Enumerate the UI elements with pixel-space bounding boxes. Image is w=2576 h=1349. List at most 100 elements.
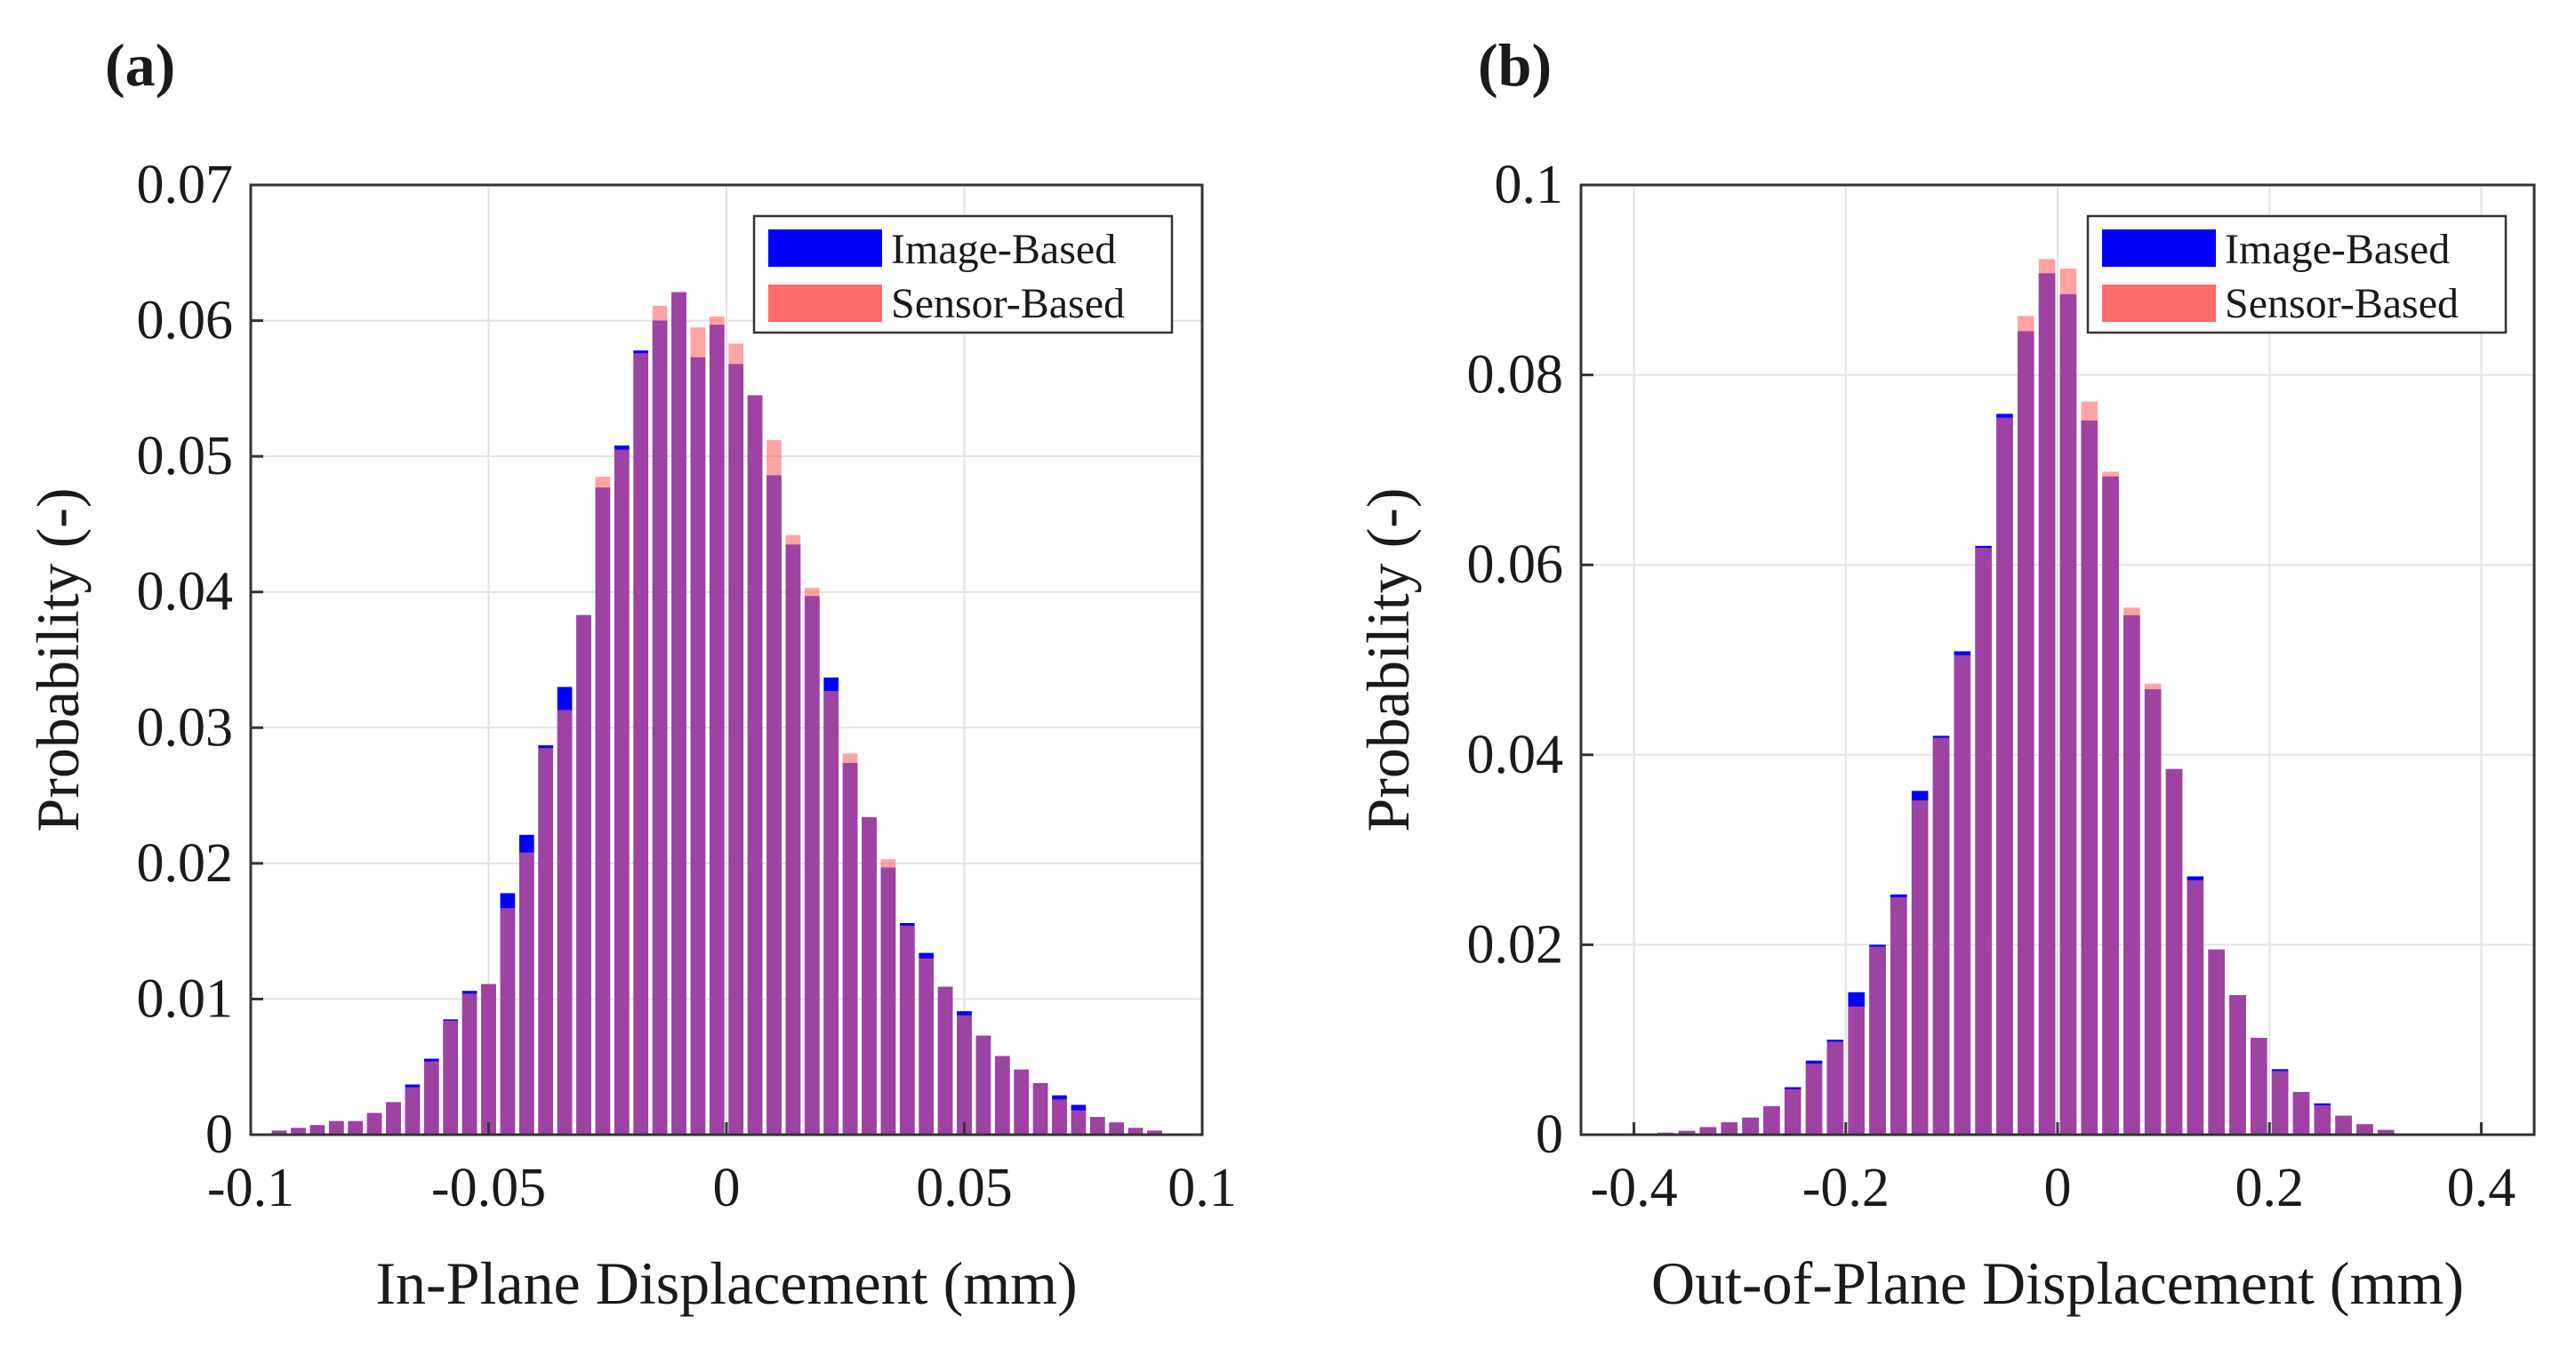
bar-sensor-based-b-34 [2356,1124,2373,1135]
legend-swatch-sensor-based-b [2102,285,2216,322]
x-tick-label-a-3: 0.05 [916,1158,1013,1218]
bar-sensor-based-a-0 [271,1130,287,1135]
bar-sensor-based-b-13 [1911,800,1929,1135]
bar-sensor-based-a-34 [919,958,935,1135]
bar-sensor-based-a-42 [1071,1110,1087,1135]
legend-a: Image-Based Sensor-Based [752,214,1174,334]
y-tick-label-b-4: 0.08 [1467,345,1564,406]
legend-label-image-based-b: Image-Based [2225,226,2450,273]
y-tick-label-a-7: 0.07 [137,155,234,215]
y-tick-label-b-1: 0.02 [1467,914,1564,975]
legend-swatch-image-based-b [2102,229,2216,267]
panel-b: (b) -0.4 -0.2 0 0.2 0.400.020.040.060.080.1 … [1354,31,2536,1317]
bar-sensor-based-a-11 [481,984,496,1135]
y-tick-label-a-4: 0.04 [137,562,234,622]
bar-sensor-based-b-18 [2017,316,2034,1135]
bar-sensor-based-a-37 [975,1035,991,1135]
bar-sensor-based-b-9 [1826,1041,1844,1135]
y-tick-label-a-5: 0.05 [137,426,234,486]
bar-sensor-based-b-35 [2377,1129,2395,1135]
bar-sensor-based-a-29 [823,691,839,1135]
panel-label-a: (a) [105,31,175,99]
bar-sensor-based-a-27 [785,534,801,1135]
x-tick-label-b-0: -0.4 [1590,1158,1677,1218]
bar-sensor-based-b-10 [1848,1006,1865,1135]
bar-sensor-based-a-13 [518,852,534,1135]
bar-sensor-based-a-24 [728,343,744,1135]
bar-sensor-based-b-23 [2123,607,2140,1135]
bar-sensor-based-b-20 [2059,268,2077,1136]
bar-sensor-based-b-12 [1890,897,1907,1135]
bar-sensor-based-b-26 [2187,879,2204,1135]
bar-sensor-based-a-4 [348,1120,364,1135]
bar-sensor-based-b-6 [1763,1105,1780,1135]
bar-sensor-based-a-45 [1128,1128,1144,1135]
bar-sensor-based-a-28 [804,588,820,1135]
legend-swatch-image-based-a [768,229,882,267]
x-tick-label-b-3: 0.2 [2235,1158,2304,1218]
bar-sensor-based-a-2 [309,1125,325,1135]
bar-sensor-based-a-16 [576,614,591,1135]
bar-sensor-based-a-15 [557,710,573,1135]
bar-sensor-based-a-40 [1032,1083,1048,1135]
bar-sensor-based-a-31 [862,816,877,1135]
x-tick-label-b-4: 0.4 [2447,1158,2516,1218]
bar-sensor-based-a-14 [538,748,554,1135]
bar-sensor-based-b-15 [1954,654,1971,1135]
bar-sensor-based-b-28 [2229,995,2246,1135]
bar-sensor-based-a-30 [842,753,858,1135]
bars-a [271,292,1162,1136]
bar-sensor-based-b-4 [1721,1122,1738,1135]
bar-sensor-based-a-20 [652,305,668,1135]
bar-sensor-based-a-17 [595,477,611,1135]
bar-sensor-based-b-27 [2208,949,2225,1135]
bar-sensor-based-b-31 [2292,1091,2310,1135]
bar-sensor-based-b-2 [1678,1130,1696,1135]
bar-sensor-based-a-10 [461,993,477,1135]
bar-sensor-based-a-38 [994,1056,1010,1135]
bar-sensor-based-b-29 [2251,1038,2267,1135]
x-tick-label-a-1: -0.05 [431,1158,546,1218]
bar-sensor-based-a-18 [614,449,630,1135]
y-tick-label-a-0: 0 [205,1104,233,1165]
y-axis-label-b: Probability (-) [1354,487,1422,831]
x-tick-label-a-4: 0.1 [1168,1158,1237,1218]
x-tick-label-b-1: -0.2 [1802,1158,1890,1218]
legend-label-sensor-based-b: Sensor-Based [2225,280,2459,327]
bar-sensor-based-a-12 [500,908,516,1135]
legend-label-sensor-based-a: Sensor-Based [891,280,1125,327]
bar-sensor-based-b-25 [2165,768,2183,1135]
y-tick-label-a-1: 0.01 [137,968,234,1029]
bar-sensor-based-a-25 [747,395,763,1135]
bar-sensor-based-a-22 [690,327,706,1135]
ticks-a: -0.1 -0.05 0 0.05 0.1 0 0.01 0.02 0.03 0.04 0.05 0.… [137,155,1237,1218]
bar-sensor-based-b-14 [1932,737,1950,1135]
x-axis-label-b: Out-of-Plane Displacement (mm) [1651,1249,2464,1317]
bar-sensor-based-b-32 [2314,1104,2331,1135]
legend-swatch-sensor-based-a [768,285,882,322]
x-axis-label-a: In-Plane Displacement (mm) [375,1249,1077,1317]
panel-a: (a) -0.1 -0.05 0 0.05 0.1 0 0.01 0.02 0.03 0.04 0.… [24,31,1237,1317]
y-tick-label-a-2: 0.02 [137,833,234,894]
bar-sensor-based-b-33 [2335,1115,2352,1135]
bar-sensor-based-a-26 [766,439,782,1136]
bar-sensor-based-b-5 [1742,1117,1759,1135]
bar-sensor-based-b-8 [1805,1063,1823,1135]
bar-sensor-based-a-9 [443,1020,459,1135]
bar-sensor-based-a-32 [880,859,896,1135]
bar-sensor-based-a-21 [671,292,686,1135]
y-tick-label-a-6: 0.06 [137,291,234,351]
legend-b: Image-Based Sensor-Based [2086,214,2508,334]
bar-sensor-based-b-21 [2081,401,2099,1135]
bar-sensor-based-a-36 [957,1015,972,1135]
bar-sensor-based-a-19 [633,353,649,1135]
bar-sensor-based-a-5 [366,1112,382,1135]
bar-sensor-based-a-7 [405,1087,421,1135]
y-tick-label-b-5: 0.1 [1495,155,1564,215]
bar-sensor-based-a-44 [1109,1122,1125,1135]
bar-sensor-based-b-24 [2144,683,2162,1135]
bar-sensor-based-a-8 [423,1061,439,1135]
y-tick-label-a-3: 0.03 [137,697,234,758]
bar-sensor-based-b-19 [2038,259,2056,1135]
